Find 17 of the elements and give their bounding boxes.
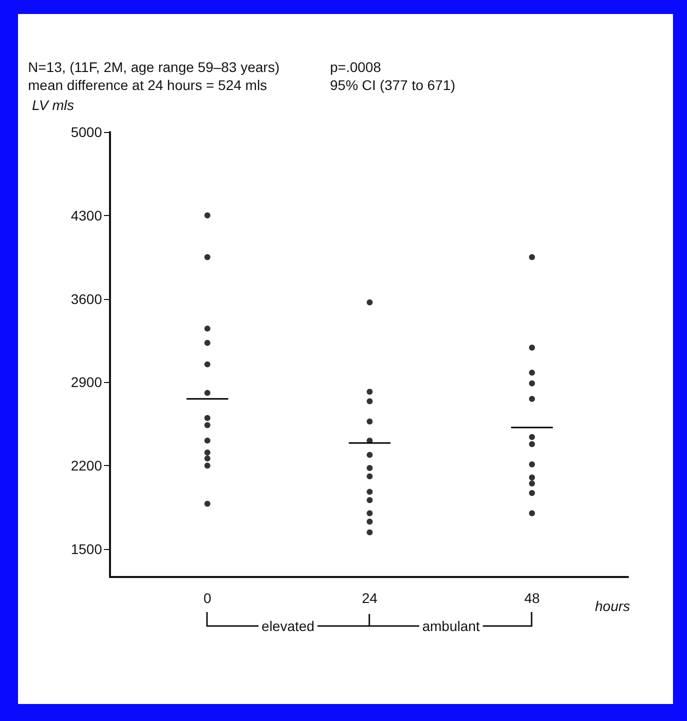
text: ambulant [422, 618, 480, 634]
x-tick-label: 0 [203, 590, 212, 606]
y-tick-label: 4300 [70, 207, 102, 224]
y-tick-label: 3600 [70, 290, 102, 307]
y-axis-title: LV mls [32, 97, 74, 113]
y-tick-label: 1500 [70, 541, 102, 557]
x-tick-label: 24 [362, 590, 378, 606]
text: 95% CI (377 to 671) [330, 77, 456, 93]
text: p=.0008 [330, 59, 382, 75]
chart-title: N=13, (11F, 2M, age range 59–83 years) [28, 59, 280, 75]
y-tick-label: 2900 [70, 374, 102, 390]
y-tick-label: 5000 [70, 124, 102, 140]
chart-subtitle: mean difference at 24 hours = 524 mls [28, 77, 268, 93]
x-tick-label: 48 [524, 590, 540, 606]
x-axis-title: hours [595, 598, 630, 614]
text: elevated [262, 618, 314, 634]
y-tick-label: 2200 [70, 458, 102, 474]
